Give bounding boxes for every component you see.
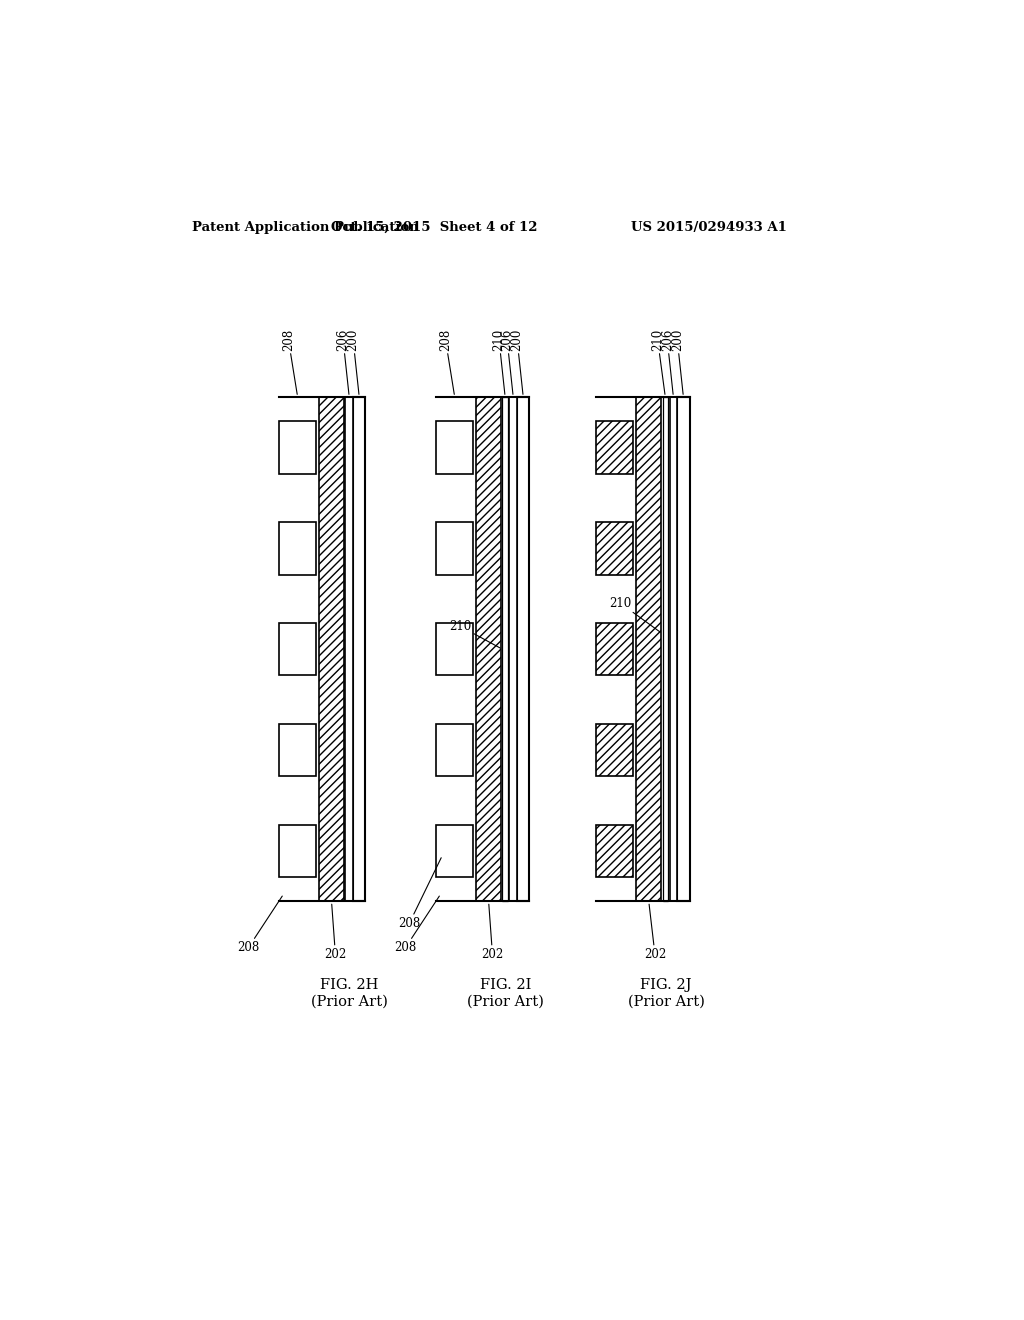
Bar (663, 397, 668, 902)
Text: 206: 206 (501, 329, 514, 395)
Bar (503, 397, 508, 902)
Bar (280, 825, 316, 878)
Bar (596, 623, 634, 676)
Bar (436, 623, 473, 676)
Bar (353, 397, 366, 902)
Text: 210: 210 (609, 597, 660, 632)
Text: FIG. 2I
(Prior Art): FIG. 2I (Prior Art) (468, 978, 545, 1008)
Bar (637, 397, 662, 902)
Text: 208: 208 (238, 896, 283, 954)
Text: 200: 200 (671, 329, 684, 395)
Bar (280, 623, 316, 676)
Bar (280, 723, 316, 776)
Bar (509, 397, 517, 902)
Text: 210: 210 (493, 329, 506, 395)
Bar (596, 825, 634, 878)
Text: 202: 202 (644, 904, 666, 961)
Text: 208: 208 (439, 329, 455, 395)
Bar (677, 397, 689, 902)
Bar (517, 397, 529, 902)
Text: 202: 202 (481, 904, 504, 961)
Text: 208: 208 (398, 858, 441, 929)
Bar (436, 825, 473, 878)
Text: FIG. 2H
(Prior Art): FIG. 2H (Prior Art) (311, 978, 388, 1008)
Text: 210: 210 (651, 329, 665, 395)
Bar (596, 523, 634, 574)
Bar (596, 421, 634, 474)
Bar (436, 421, 473, 474)
Text: 206: 206 (660, 329, 674, 395)
Text: US 2015/0294933 A1: US 2015/0294933 A1 (631, 222, 786, 234)
Bar (596, 723, 634, 776)
Text: 200: 200 (511, 329, 523, 395)
Bar (319, 397, 344, 902)
Text: 210: 210 (449, 619, 500, 648)
Text: 206: 206 (337, 329, 349, 395)
Bar (436, 723, 473, 776)
Text: 208: 208 (282, 329, 297, 395)
Text: 200: 200 (346, 329, 359, 395)
Text: Patent Application Publication: Patent Application Publication (193, 222, 419, 234)
Text: 202: 202 (325, 904, 346, 961)
Text: 208: 208 (394, 896, 439, 954)
Bar (436, 523, 473, 574)
Text: Oct. 15, 2015  Sheet 4 of 12: Oct. 15, 2015 Sheet 4 of 12 (332, 222, 538, 234)
Bar (670, 397, 677, 902)
Bar (345, 397, 353, 902)
Bar (280, 421, 316, 474)
Bar (280, 523, 316, 574)
Text: FIG. 2J
(Prior Art): FIG. 2J (Prior Art) (628, 978, 705, 1008)
Bar (476, 397, 501, 902)
